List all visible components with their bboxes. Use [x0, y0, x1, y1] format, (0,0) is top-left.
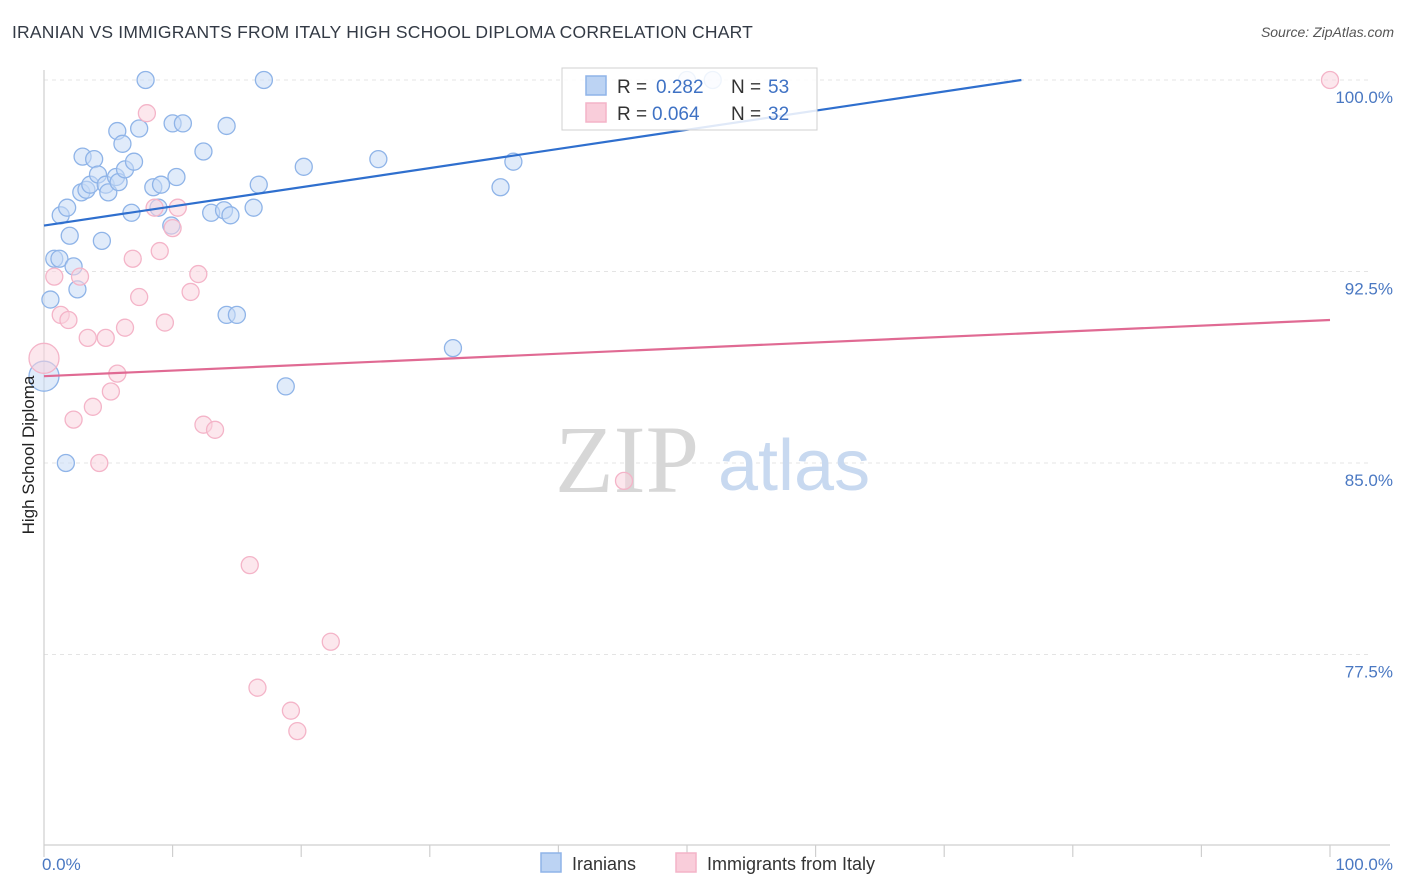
watermark-atlas: atlas [718, 426, 870, 506]
iranians-point-49 [491, 178, 510, 197]
iranians-point-14 [85, 150, 104, 169]
italy-point-19 [163, 218, 182, 238]
y-tick-label-0: 100.0% [1335, 88, 1393, 107]
watermark: ZIP atlas [555, 406, 870, 513]
watermark-zip: ZIP [555, 406, 699, 513]
iranians-point-50 [504, 152, 523, 171]
y-tick-label-2: 85.0% [1345, 471, 1393, 490]
iranians-point-7 [60, 226, 79, 245]
iranians-point-30 [151, 175, 171, 194]
iranians-point-45 [276, 377, 295, 396]
legend-r-value-italy: 0.064 [652, 104, 700, 125]
italy-point-0 [28, 342, 60, 374]
series-legend: Iranians Immigrants from Italy [540, 852, 875, 874]
italy-point-21 [181, 282, 200, 302]
iranians-point-47 [369, 150, 388, 169]
legend-swatch-italy [585, 102, 607, 123]
italy-point-24 [205, 420, 225, 439]
x-tick-labels: 0.0% 100.0% [42, 855, 1393, 874]
data-points [28, 70, 1340, 741]
italy-point-9 [96, 328, 115, 348]
italy-point-20 [168, 198, 187, 217]
series-legend-swatch-iranians [540, 852, 562, 873]
chart-source: Source: ZipAtlas.com [1260, 24, 1394, 40]
legend-n-value-iranians: 53 [768, 77, 789, 98]
italy-point-3 [59, 310, 78, 330]
iranians-point-44 [254, 70, 274, 90]
x-tick-label-0: 0.0% [42, 855, 81, 874]
legend-r-label-italy: R = [617, 104, 647, 125]
iranians-point-25 [124, 152, 144, 171]
iranians-point-34 [173, 114, 193, 133]
legend-r-label-iranians: R = [617, 77, 647, 98]
chart-title: IRANIAN VS IMMIGRANTS FROM ITALY HIGH SC… [12, 22, 753, 42]
iranians-point-3 [50, 249, 69, 268]
iranians-point-22 [113, 134, 132, 153]
legend-r-value-iranians: 0.282 [656, 77, 704, 98]
series-legend-label-iranians: Iranians [572, 854, 636, 874]
italy-point-12 [115, 318, 135, 337]
italy-point-28 [288, 721, 307, 741]
italy-trend-line [43, 318, 1331, 378]
iranians-point-33 [167, 167, 186, 187]
iranians-point-42 [244, 198, 263, 217]
legend-swatch-iranians [585, 75, 607, 96]
iranians-point-41 [227, 305, 247, 325]
italy-point-18 [155, 313, 175, 332]
italy-point-14 [130, 287, 149, 307]
italy-point-31 [1320, 70, 1340, 90]
italy-point-10 [101, 382, 121, 401]
iranians-point-1 [41, 290, 60, 309]
iranians-trend-line [43, 78, 1022, 227]
italy-point-17 [150, 241, 169, 261]
x-tick-label-1: 100.0% [1335, 855, 1393, 874]
italy-point-1 [45, 267, 64, 286]
y-tick-labels: 100.0% 92.5% 85.0% 77.5% [1335, 88, 1393, 682]
italy-point-8 [90, 453, 109, 473]
iranians-point-26 [130, 119, 149, 138]
italy-point-15 [137, 104, 157, 123]
italy-point-6 [78, 328, 97, 348]
italy-point-27 [281, 701, 301, 720]
iranians-point-16 [92, 231, 112, 251]
italy-point-4 [64, 410, 83, 429]
iranians-point-38 [217, 116, 236, 136]
italy-point-7 [83, 397, 103, 416]
series-legend-swatch-italy [675, 852, 697, 873]
iranians-point-40 [221, 206, 240, 225]
iranians-point-35 [194, 142, 213, 161]
iranians-point-6 [57, 198, 77, 217]
y-tick-label-1: 92.5% [1345, 280, 1393, 299]
trend-lines [43, 78, 1331, 378]
italy-point-22 [189, 264, 208, 284]
italy-point-26 [248, 678, 267, 697]
iranians-point-48 [443, 338, 463, 358]
italy-point-25 [240, 555, 259, 575]
stats-legend: R = 0.282 N = 53 R = 0.064 N = 32 [561, 67, 818, 131]
grid-lines [44, 79, 1370, 655]
iranians-point-43 [249, 175, 268, 194]
iranians-point-5 [56, 453, 76, 473]
iranians-point-46 [294, 157, 313, 176]
legend-n-value-italy: 32 [768, 104, 789, 125]
iranians-trend-extension [815, 79, 1022, 112]
italy-point-29 [321, 632, 340, 651]
y-axis-label: High School Diploma [19, 375, 38, 534]
italy-point-13 [123, 249, 142, 268]
legend-n-label-iranians: N = [731, 77, 761, 98]
iranians-point-27 [136, 70, 155, 90]
y-tick-label-3: 77.5% [1345, 663, 1393, 682]
series-legend-label-italy: Immigrants from Italy [707, 854, 875, 874]
legend-n-label-italy: N = [731, 104, 761, 125]
italy-point-30 [614, 471, 634, 491]
italy-point-5 [70, 267, 90, 286]
